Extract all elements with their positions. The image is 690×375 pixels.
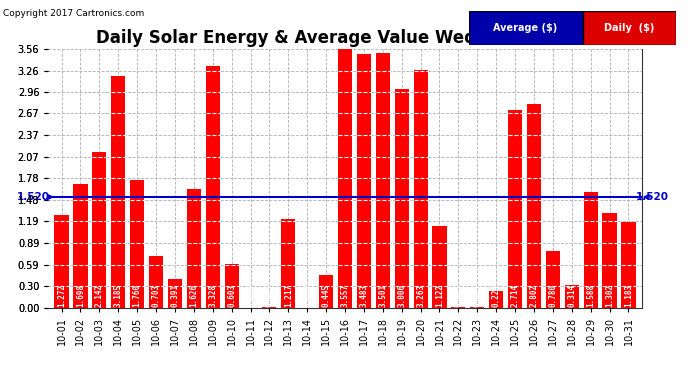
Text: 0.004: 0.004 <box>473 284 482 307</box>
Bar <box>111 76 126 308</box>
Text: Copyright 2017 Cartronics.com: Copyright 2017 Cartronics.com <box>3 9 145 18</box>
Bar <box>224 264 239 308</box>
Text: 0.391: 0.391 <box>170 284 179 307</box>
Text: 0.224: 0.224 <box>492 284 501 307</box>
Text: 3.185: 3.185 <box>114 284 123 307</box>
Text: 0.000: 0.000 <box>303 284 312 307</box>
Text: 0.445: 0.445 <box>322 284 331 307</box>
Text: 3.557: 3.557 <box>340 284 350 307</box>
FancyBboxPatch shape <box>583 11 676 45</box>
Bar <box>168 279 182 308</box>
Text: 1.698: 1.698 <box>76 284 85 307</box>
Text: 0.003: 0.003 <box>265 284 274 307</box>
Bar <box>527 104 541 308</box>
Bar <box>319 275 333 308</box>
Bar <box>546 251 560 308</box>
Text: 0.780: 0.780 <box>549 284 558 307</box>
Bar <box>338 49 352 308</box>
Text: 1.183: 1.183 <box>624 284 633 307</box>
Text: 0.003: 0.003 <box>454 284 463 307</box>
Bar <box>357 54 371 307</box>
Text: 1.122: 1.122 <box>435 284 444 307</box>
Text: 3.483: 3.483 <box>359 284 368 307</box>
Text: 1.760: 1.760 <box>132 284 141 307</box>
Bar <box>489 291 503 308</box>
Bar <box>73 184 88 308</box>
Text: 1.272: 1.272 <box>57 284 66 307</box>
Bar <box>584 192 598 308</box>
Bar <box>413 70 428 308</box>
Bar <box>508 110 522 308</box>
Text: 0.314: 0.314 <box>567 284 576 307</box>
Bar <box>622 222 635 308</box>
Bar <box>149 256 163 307</box>
Text: Average ($): Average ($) <box>493 23 558 33</box>
Bar <box>187 189 201 308</box>
Bar <box>92 152 106 308</box>
Text: 3.006: 3.006 <box>397 284 406 307</box>
Bar <box>130 180 144 308</box>
Text: 2.714: 2.714 <box>511 284 520 307</box>
Text: 2.802: 2.802 <box>529 284 538 307</box>
FancyBboxPatch shape <box>469 11 583 45</box>
Text: Daily  ($): Daily ($) <box>604 23 655 33</box>
Text: 2.142: 2.142 <box>95 284 103 307</box>
Bar <box>433 226 446 308</box>
Text: 3.501: 3.501 <box>378 284 387 307</box>
Text: 3.328: 3.328 <box>208 284 217 307</box>
Bar <box>206 66 220 308</box>
Text: 1.520: 1.520 <box>17 192 53 202</box>
Text: 0.703: 0.703 <box>152 284 161 307</box>
Bar <box>55 215 68 308</box>
Text: 3.263: 3.263 <box>416 284 425 307</box>
Text: 1.302: 1.302 <box>605 284 614 307</box>
Bar <box>395 89 408 308</box>
Text: 1.520: 1.520 <box>636 192 669 202</box>
Bar <box>282 219 295 308</box>
Title: Daily Solar Energy & Average Value Wed Nov 1 17:23: Daily Solar Energy & Average Value Wed N… <box>96 29 594 47</box>
Text: 0.603: 0.603 <box>227 284 236 307</box>
Text: 1.217: 1.217 <box>284 284 293 307</box>
Bar <box>376 53 390 307</box>
Bar <box>564 285 579 308</box>
Text: 0.000: 0.000 <box>246 284 255 307</box>
Text: 1.626: 1.626 <box>189 284 198 307</box>
Text: 1.588: 1.588 <box>586 284 595 307</box>
Bar <box>602 213 617 308</box>
